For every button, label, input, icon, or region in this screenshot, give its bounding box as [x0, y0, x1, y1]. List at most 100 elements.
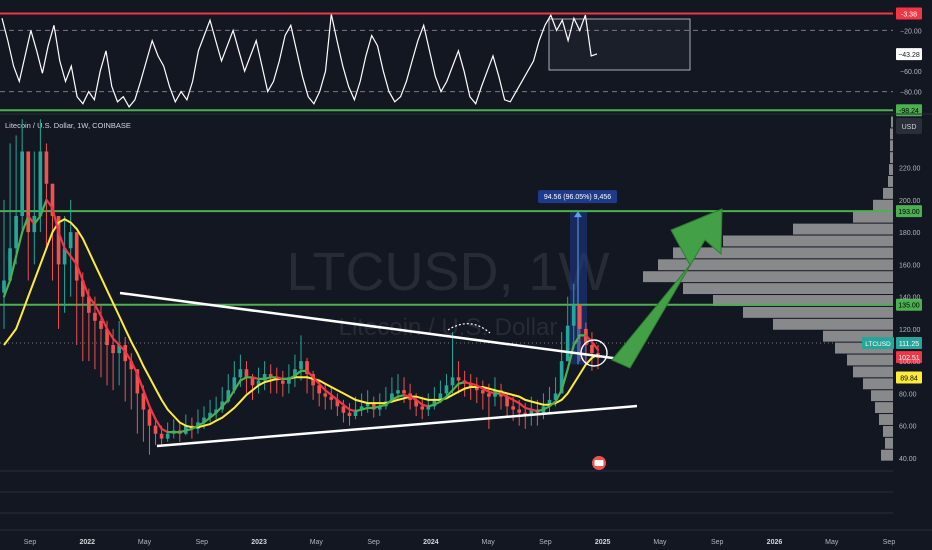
candle-body [268, 374, 273, 378]
candle-body [56, 216, 61, 265]
volume-profile-bar [658, 259, 893, 271]
symbol-title: Litecoin / U.S. Dollar, 1W, COINBASE [5, 121, 131, 130]
candle-body [365, 403, 370, 407]
candle-body [232, 377, 237, 391]
candle-body [505, 396, 509, 407]
fast-moving-average-segment [2, 279, 12, 298]
volume-profile-bar [883, 187, 893, 199]
fast-moving-average-segment [221, 398, 230, 408]
candle-body [444, 385, 449, 394]
volume-profile-bar [643, 271, 893, 283]
candle-body [299, 361, 303, 370]
fast-moving-average-segment [87, 295, 97, 306]
level-value-label: 135.00 [898, 303, 920, 310]
candle-body [250, 377, 255, 386]
level-value-label-bg [896, 205, 922, 218]
rsi-tick-label: −60.00 [900, 69, 922, 76]
candle-body [280, 380, 285, 384]
fast-moving-average-segment [324, 389, 333, 397]
symbol-tag-bg [862, 337, 894, 350]
rsi-tick-label: −20.00 [900, 28, 922, 35]
time-tick-label: May [310, 539, 324, 546]
candle-body [8, 248, 12, 281]
rsi-pane[interactable]: −20.00−40.00−60.00−80.00 -3.38-98.24−43.… [0, 7, 922, 117]
volume-profile-bar [873, 199, 893, 211]
candle-body [202, 417, 206, 423]
candle-body [577, 304, 582, 329]
candle-body [153, 425, 158, 434]
lower-trendline[interactable] [156, 404, 638, 448]
fast-moving-average-segment [45, 198, 54, 210]
rsi-current-value-label-bg [896, 48, 922, 61]
candle-body [396, 390, 400, 394]
volume-profile-bar [793, 223, 893, 235]
fast-moving-average-segment [505, 395, 515, 401]
candle-body [44, 151, 49, 184]
fast-moving-average-segment [105, 327, 115, 340]
price-tick-label: 100.00 [899, 359, 921, 366]
fast-moving-average-segment [208, 411, 218, 419]
candle-body [487, 393, 491, 397]
fast-moving-average-segment [154, 418, 163, 431]
fast-moving-average-segment [548, 400, 557, 408]
fast-moving-average-segment [572, 334, 581, 347]
candle-body [529, 409, 534, 416]
volume-profile-bar [883, 425, 893, 437]
price-tick-label: 180.00 [899, 230, 921, 237]
price-scale[interactable]: 220.00 200.00 180.00 160.00 140.00 120.00 100.… [896, 118, 922, 463]
candle-body [420, 406, 425, 410]
volume-profile [643, 116, 893, 461]
candle-body [517, 409, 522, 413]
bullish-arrow-annotation[interactable] [611, 208, 723, 369]
fast-moving-average-segment [63, 247, 72, 258]
currency-button-bg[interactable] [896, 118, 922, 134]
time-axis[interactable]: Sep 2022 May Sep 2023 May Sep 2024 May Sep 2025 May… [24, 539, 896, 546]
fast-moving-average-segment [99, 314, 109, 331]
candle-body [481, 390, 485, 394]
price-tick-label: 200.00 [899, 198, 921, 205]
volume-profile-bar [683, 283, 893, 295]
currency-button[interactable]: USD [902, 124, 917, 131]
price-pane[interactable]: 94.56 (96.05%) 9,456 193.00 135.00 LTCUSD… [0, 116, 922, 471]
candle-body [62, 248, 67, 265]
rsi-bottom-value-label: -98.24 [899, 108, 919, 115]
fast-moving-average-segment [51, 206, 60, 234]
fast-moving-average-segment [409, 395, 418, 401]
watermark-ticker: LTCUSD, 1W [286, 242, 609, 302]
price-tick-label: 220.00 [899, 166, 921, 173]
fast-moving-average-segment [518, 401, 527, 410]
volume-profile-bar [713, 295, 893, 306]
fast-moving-average-segment [445, 389, 454, 398]
breakout-circle-annotation[interactable] [580, 339, 608, 367]
candle-body [165, 433, 170, 439]
rsi-current-value-label: −43.28 [898, 52, 920, 59]
fast-moving-average-segment [451, 382, 460, 392]
event-icon[interactable] [592, 456, 606, 470]
volume-profile-bar [853, 211, 893, 223]
candle-body [26, 151, 31, 233]
candle-body [50, 183, 55, 216]
candle-body [414, 399, 418, 407]
price-tick-label: 80.00 [899, 391, 917, 398]
fast-moving-average-segment [312, 376, 321, 385]
candle-body [111, 345, 115, 354]
time-tick-label: 2023 [251, 539, 267, 546]
candle-body [329, 396, 334, 400]
time-tick-label: Sep [883, 539, 896, 546]
upper-trendline[interactable] [119, 291, 629, 362]
volume-profile-bar [881, 449, 893, 461]
rsi-selection-box[interactable] [548, 18, 691, 71]
fast-moving-average-segment [15, 231, 24, 258]
candle-body [14, 216, 18, 249]
candle-body [511, 406, 515, 410]
fast-moving-average-segment [475, 384, 484, 390]
volume-profile-bar [885, 437, 893, 449]
candle-body [99, 320, 103, 329]
candle-body [353, 409, 358, 416]
volume-profile-bar [888, 176, 893, 187]
last-price-label: 111.25 [899, 341, 919, 348]
volume-profile-bar [863, 378, 893, 390]
rsi-bottom-value-label-bg [896, 104, 922, 117]
candle-body [305, 361, 309, 375]
